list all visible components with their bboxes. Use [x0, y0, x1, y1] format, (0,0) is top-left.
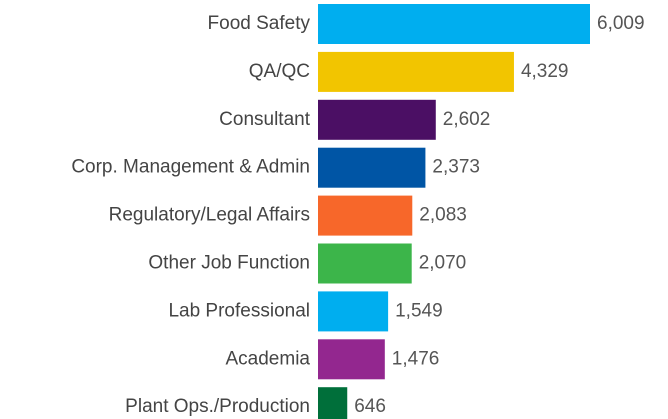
category-label: Food Safety — [208, 13, 311, 34]
value-label: 646 — [354, 396, 386, 417]
bar — [318, 387, 348, 419]
bar — [318, 4, 590, 44]
category-label: Regulatory/Legal Affairs — [109, 205, 310, 226]
bar — [318, 51, 514, 92]
category-label: Corp. Management & Admin — [71, 157, 310, 178]
bar — [318, 99, 436, 140]
value-label: 2,602 — [443, 109, 491, 130]
value-label: 1,476 — [392, 348, 440, 369]
bar — [318, 147, 426, 188]
category-label: QA/QC — [249, 61, 310, 82]
bar — [318, 195, 413, 236]
value-label: 2,083 — [419, 205, 467, 226]
category-label: Lab Professional — [168, 300, 310, 321]
value-label: 2,373 — [432, 157, 480, 178]
category-label: Academia — [226, 348, 311, 369]
bar — [318, 291, 389, 332]
value-label: 6,009 — [597, 13, 645, 34]
value-label: 4,329 — [521, 61, 569, 82]
value-label: 1,549 — [395, 300, 443, 321]
bar — [318, 339, 385, 380]
category-label: Plant Ops./Production — [125, 396, 310, 417]
category-label: Other Job Function — [148, 253, 310, 274]
bar — [318, 243, 412, 284]
category-label: Consultant — [219, 109, 311, 130]
value-label: 2,070 — [419, 253, 467, 274]
